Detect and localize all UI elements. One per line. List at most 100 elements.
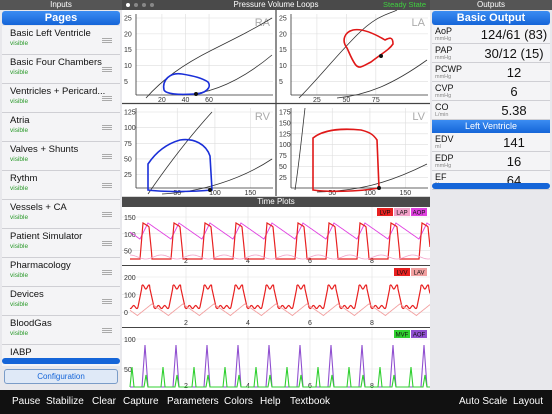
reorder-handle-icon[interactable]	[102, 154, 112, 159]
page-name: IABP	[10, 347, 32, 358]
output-row[interactable]: CO L/min 5.38	[432, 101, 550, 120]
output-row[interactable]: EDP mmHg 16	[432, 152, 550, 171]
page-dot[interactable]	[142, 3, 146, 7]
y-tick-label: 25	[124, 16, 132, 23]
espvr-curve	[147, 111, 213, 195]
y-tick-label: 15	[279, 47, 287, 54]
configuration-button[interactable]: Configuration	[4, 369, 118, 384]
help-button[interactable]: Help	[260, 396, 281, 407]
output-unit: mmHg	[435, 163, 452, 169]
basic-output-title: Basic Output	[432, 11, 550, 25]
page-list-item[interactable]: Vessels + CA visible	[2, 200, 120, 229]
page-name: Basic Four Chambers	[10, 57, 102, 68]
capture-button[interactable]: Capture	[123, 396, 159, 407]
textbook-button[interactable]: Textbook	[290, 396, 331, 407]
legend-label: LVV	[397, 271, 408, 277]
pv-loops-area[interactable]: 25 20 15 10 5 20 40 60 RA 25 20 15 10 5 25 50 75 LA 125 100…	[122, 9, 430, 197]
x-tick-label: 25	[313, 97, 321, 104]
page-list-item[interactable]: Ventricles + Pericard... visible	[2, 84, 120, 113]
espvr-curve	[145, 17, 273, 99]
outputs-header: Outputs	[430, 0, 552, 10]
output-row[interactable]: PAP mmHg 30/12 (15)	[432, 44, 550, 63]
y-tick-label: 15	[124, 47, 132, 54]
output-label: CVP	[435, 83, 454, 93]
page-status: visible	[10, 98, 29, 105]
outputs-scrollbar[interactable]	[432, 183, 550, 189]
reorder-handle-icon[interactable]	[102, 328, 112, 333]
auto-scale-button[interactable]: Auto Scale	[459, 396, 508, 407]
output-row[interactable]: EDV ml 141	[432, 133, 550, 152]
y-tick-label: 50	[279, 164, 287, 171]
plots-panel: Pressure Volume Loops Steady State 25 20 1…	[122, 0, 431, 391]
page-list-item[interactable]: BloodGas visible	[2, 316, 120, 345]
page-list-item[interactable]: Valves + Shunts visible	[2, 142, 120, 171]
stabilize-button[interactable]: Stabilize	[46, 396, 84, 407]
steady-state-indicator: Steady State	[383, 0, 426, 9]
y-tick-label: 25	[124, 172, 132, 179]
output-unit: mmHg	[435, 93, 452, 99]
pause-button[interactable]: Pause	[12, 396, 41, 407]
la-pv-loop	[343, 28, 394, 68]
page-dot[interactable]	[150, 3, 154, 7]
inputs-panel: Inputs Pages Basic Left Ventricle visible…	[0, 0, 122, 390]
page-name: Basic Left Ventricle	[10, 28, 91, 39]
output-row[interactable]: CVP mmHg 6	[432, 82, 550, 101]
x-tick-label: 60	[205, 97, 213, 104]
page-list-item[interactable]: IABP	[2, 345, 120, 366]
page-status: visible	[10, 330, 29, 337]
time-plots-header: Time Plots	[122, 197, 430, 207]
reorder-handle-icon[interactable]	[102, 67, 112, 72]
colors-button[interactable]: Colors	[224, 396, 253, 407]
y-tick-label: 100	[124, 293, 136, 300]
page-list[interactable]: Basic Left Ventricle visible Basic Four Ch…	[2, 26, 120, 366]
page-list-item[interactable]: Basic Left Ventricle visible	[2, 26, 120, 55]
lav-waveform	[129, 303, 431, 317]
page-list-item[interactable]: Patient Simulator visible	[2, 229, 120, 258]
time-plots-area[interactable]: 150 100 50 2 4 6 8 AOP LAP LVP 200 100 0 2 4 6 8 LAV LVV 10…	[122, 207, 431, 391]
x-tick-label: 4	[246, 320, 250, 327]
left-ventricle-title: Left Ventricle	[432, 120, 550, 133]
reorder-handle-icon[interactable]	[102, 38, 112, 43]
reorder-handle-icon[interactable]	[102, 212, 112, 217]
x-tick-label: 20	[158, 97, 166, 104]
page-list-item[interactable]: Rythm visible	[2, 171, 120, 200]
output-value: 6	[510, 84, 518, 99]
y-tick-label: 50	[124, 367, 132, 374]
layout-button[interactable]: Layout	[513, 396, 544, 407]
reorder-handle-icon[interactable]	[102, 96, 112, 101]
parameters-button[interactable]: Parameters	[167, 396, 219, 407]
page-status: visible	[10, 156, 29, 163]
reorder-handle-icon[interactable]	[102, 241, 112, 246]
legend-label: MVF	[396, 333, 409, 339]
output-row[interactable]: PCWP mmHg 12	[432, 63, 550, 82]
page-dot-active[interactable]	[126, 3, 130, 7]
page-dot[interactable]	[134, 3, 138, 7]
output-label: PAP	[435, 45, 453, 55]
x-tick-label: 75	[372, 97, 380, 104]
legend-label: AOP	[413, 211, 426, 217]
inputs-header: Inputs	[0, 0, 122, 10]
y-tick-label: 100	[279, 142, 291, 149]
x-tick-label: 50	[328, 190, 336, 196]
y-tick-label: 125	[279, 131, 291, 138]
reorder-handle-icon[interactable]	[102, 270, 112, 275]
page-list-item[interactable]: Pharmacology visible	[2, 258, 120, 287]
reorder-handle-icon[interactable]	[102, 125, 112, 130]
page-list-item[interactable]: Atria visible	[2, 113, 120, 142]
x-tick-label: 6	[308, 320, 312, 327]
reorder-handle-icon[interactable]	[102, 299, 112, 304]
pv-loop-panel: 25 20 15 10 5 25 50 75 LA	[279, 9, 428, 104]
pages-title: Pages	[2, 11, 120, 25]
output-value: 141	[503, 135, 525, 150]
clear-button[interactable]: Clear	[92, 396, 116, 407]
legend-chip	[411, 330, 427, 338]
page-list-item[interactable]: Devices visible	[2, 287, 120, 316]
output-row[interactable]: AoP mmHg 124/61 (83)	[432, 25, 550, 44]
chamber-label: LA	[412, 17, 426, 29]
espvr-curve	[298, 9, 398, 99]
page-list-scrollbar[interactable]	[2, 358, 120, 364]
page-list-item[interactable]: Basic Four Chambers visible	[2, 55, 120, 84]
reorder-handle-icon[interactable]	[102, 183, 112, 188]
x-tick-label: 8	[370, 320, 374, 327]
